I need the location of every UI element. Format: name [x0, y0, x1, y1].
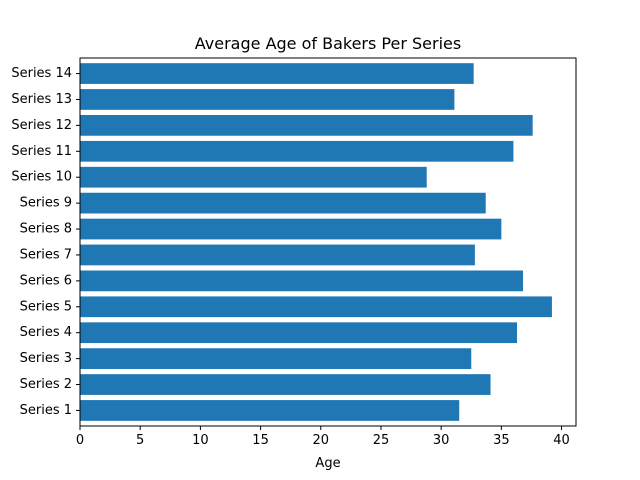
y-tick-label: Series 11 [11, 144, 72, 159]
bar-series-13 [80, 89, 455, 110]
y-tick-label: Series 14 [11, 66, 72, 81]
x-tick-label: 40 [553, 433, 570, 448]
bar-series-9 [80, 192, 486, 214]
y-tick-label: Series 3 [20, 351, 72, 366]
x-axis-label: Age [315, 456, 340, 471]
y-tick-label: Series 4 [20, 325, 72, 340]
chart-title: Average Age of Bakers Per Series [195, 34, 461, 53]
y-tick-label: Series 2 [20, 377, 72, 392]
y-tick-label: Series 13 [11, 92, 72, 107]
plot-frame [79, 57, 577, 427]
x-tick-label: 35 [493, 433, 510, 448]
bar-series-12 [80, 115, 533, 136]
bar-series-1 [80, 400, 460, 421]
bar-series-14 [80, 63, 474, 84]
bar-series-6 [80, 270, 524, 292]
bar-series-11 [80, 140, 514, 162]
x-tick-label: 20 [313, 433, 330, 448]
bar-series-5 [80, 296, 552, 318]
y-tick-label: Series 1 [20, 403, 72, 418]
y-tick-label: Series 12 [11, 118, 72, 133]
y-axis: Series 1 Series 2 Series 3 Series 4 Series 5… [11, 66, 80, 418]
y-tick-label: Series 7 [20, 247, 72, 262]
y-tick-label: Series 8 [20, 222, 72, 237]
bar-series-8 [80, 218, 502, 240]
x-tick-label: 5 [136, 433, 144, 448]
y-tick-label: Series 9 [20, 196, 72, 211]
bar-series-7 [80, 244, 475, 266]
y-tick-label: Series 6 [20, 273, 72, 288]
x-tick-label: 15 [252, 433, 269, 448]
x-tick-label: 30 [433, 433, 450, 448]
bar-series-10 [80, 166, 427, 188]
bar-series-4 [80, 322, 518, 344]
y-tick-label: Series 10 [11, 170, 72, 185]
x-axis: 0 5 10 15 20 25 30 35 40 [76, 426, 570, 448]
bar-series-3 [80, 348, 472, 369]
bars-group [80, 63, 552, 421]
x-tick-label: 25 [373, 433, 390, 448]
x-tick-label: 10 [192, 433, 209, 448]
bar-series-2 [80, 374, 491, 395]
x-tick-label: 0 [76, 433, 84, 448]
y-tick-label: Series 5 [20, 299, 72, 314]
